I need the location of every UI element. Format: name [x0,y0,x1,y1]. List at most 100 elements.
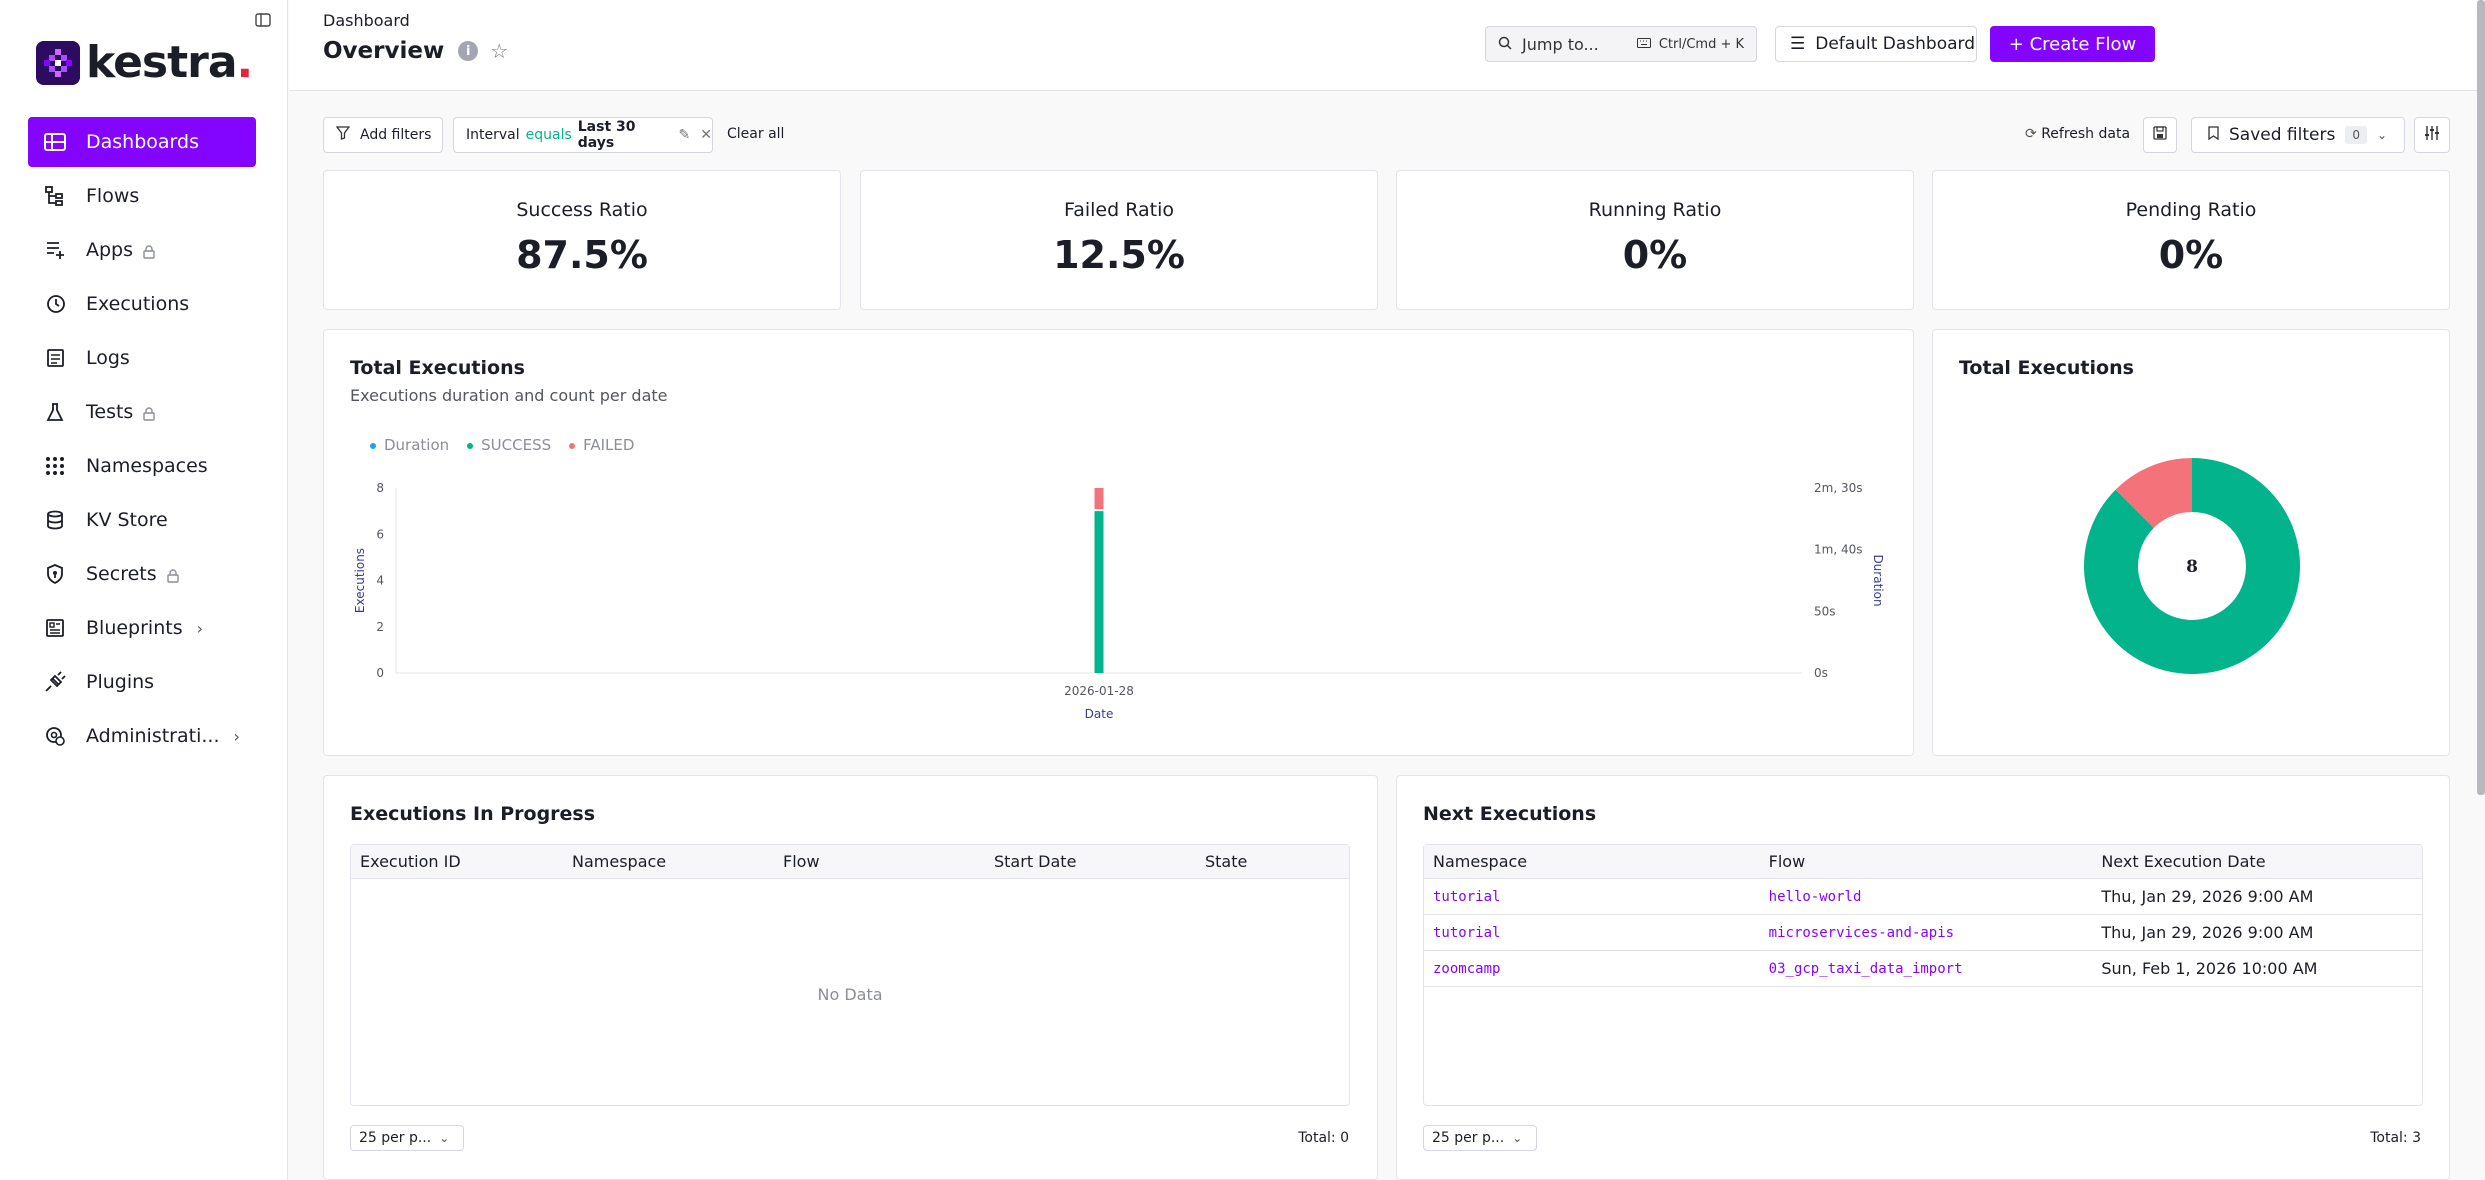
flow-link[interactable]: 03_gcp_taxi_data_import [1768,960,1963,977]
sidebar-collapse-icon[interactable] [255,12,277,32]
column-header[interactable]: Namespace [1433,852,1528,871]
y-tick-label: 0 [376,666,384,680]
sidebar-item-label: Administrati... [86,725,220,747]
logs-icon [42,345,68,371]
sidebar-item-label: Secrets [86,563,157,585]
breadcrumb[interactable]: Dashboard [323,11,410,30]
no-data-message: No Data [817,985,883,1004]
table-row: tutorial hello-world Thu, Jan 29, 2026 9… [1424,879,2422,915]
add-filters-button[interactable]: Add filters [323,117,443,153]
jump-to-search[interactable]: Jump to... Ctrl/Cmd + K [1485,26,1757,62]
namespace-link[interactable]: tutorial [1433,924,1501,941]
kpi-card-failed: Failed Ratio 12.5% [860,170,1378,310]
sidebar-item-label: Flows [86,185,140,207]
jump-to-label: Jump to... [1522,34,1599,54]
legend-success[interactable]: SUCCESS [467,436,551,454]
namespaces-icon [42,453,68,479]
y2-tick-label: 2m, 30s [1814,481,1862,495]
sidebar-item-plugins[interactable]: Plugins [28,657,256,707]
column-header[interactable]: Next Execution Date [2101,852,2266,871]
save-filter-button[interactable] [2143,117,2177,153]
sidebar-item-namespaces[interactable]: Namespaces [28,441,256,491]
page-size-select[interactable]: 25 per p... ⌄ [350,1125,464,1151]
page-scrollbar[interactable] [2477,0,2485,795]
y-tick-label: 4 [376,574,384,588]
kpi-value: 0% [1622,233,1688,277]
brand-dot: . [236,37,254,88]
sidebar-item-label: KV Store [86,509,168,531]
column-header[interactable]: Execution ID [360,852,461,871]
kpi-card-success: Success Ratio 87.5% [323,170,841,310]
lock-icon [166,566,181,583]
kpi-card-running: Running Ratio 0% [1396,170,1914,310]
filter-icon [335,126,351,144]
next-execution-date: Thu, Jan 29, 2026 9:00 AM [2101,887,2314,906]
kpi-card-pending: Pending Ratio 0% [1932,170,2450,310]
y-axis-label: Executions [353,548,367,613]
flow-link[interactable]: hello-world [1768,888,1862,905]
chart-title: Total Executions [350,357,525,379]
sidebar-item-tests[interactable]: Tests [28,387,256,437]
column-header[interactable]: Namespace [572,852,667,871]
donut-title: Total Executions [1959,357,2134,379]
kestra-logo[interactable]: kestra. [36,37,254,88]
keyboard-icon [1636,37,1651,52]
chart-legend: Duration SUCCESS FAILED [370,436,634,454]
column-header[interactable]: Flow [783,852,820,871]
kpi-label: Failed Ratio [1064,199,1174,221]
keyboard-shortcut: Ctrl/Cmd + K [1636,37,1744,52]
sidebar-item-apps[interactable]: Apps [28,225,256,275]
edit-icon[interactable]: ✎ [678,127,691,143]
namespace-link[interactable]: zoomcamp [1433,960,1501,977]
kestra-logo-icon [36,41,80,85]
kpi-label: Running Ratio [1588,199,1722,221]
clear-all-link[interactable]: Clear all [727,126,785,142]
flow-link[interactable]: microservices-and-apis [1768,924,1955,941]
column-settings-button[interactable] [2414,117,2450,153]
secrets-icon [42,561,68,587]
y2-tick-label: 1m, 40s [1814,543,1862,557]
kpi-value: 12.5% [1053,233,1185,277]
dashboard-select[interactable]: ☰ Default Dashboard [1775,26,1977,62]
legend-failed[interactable]: FAILED [569,436,634,454]
column-header[interactable]: Start Date [994,852,1077,871]
sidebar-item-logs[interactable]: Logs [28,333,256,383]
sidebar-item-flows[interactable]: Flows [28,171,256,221]
kpi-value: 87.5% [516,233,648,277]
kpi-label: Pending Ratio [2125,199,2257,221]
total-count: Total: 3 [2370,1130,2421,1146]
sidebar-item-administration[interactable]: Administrati... › [28,711,256,761]
page-size-select[interactable]: 25 per p... ⌄ [1423,1125,1537,1151]
column-header[interactable]: State [1205,852,1248,871]
legend-duration[interactable]: Duration [370,436,449,454]
saved-filters-dropdown[interactable]: Saved filters 0 ⌄ [2191,117,2405,153]
info-icon[interactable]: i [458,41,479,61]
close-icon[interactable]: ✕ [700,127,712,143]
refresh-data-button[interactable]: ⟳ Refresh data [2025,126,2130,142]
sidebar-item-label: Executions [86,293,190,315]
chevron-right-icon: › [233,726,240,746]
donut-slice-failed[interactable] [2115,458,2192,528]
dashboard-select-label: Default Dashboard [1815,34,1975,54]
save-icon [2153,126,2167,144]
interval-value: Last 30 days [577,119,636,151]
table-header: Namespace Flow Next Execution Date [1424,845,2422,879]
chevron-right-icon: › [196,618,203,638]
sidebar-item-blueprints[interactable]: Blueprints › [28,603,256,653]
create-flow-button[interactable]: + Create Flow [1990,26,2155,62]
apps-icon [42,237,68,263]
sidebar-item-dashboards[interactable]: Dashboards [28,117,256,167]
saved-filters-count: 0 [2345,126,2367,144]
lock-icon [143,404,157,421]
column-header[interactable]: Flow [1768,852,1806,871]
sidebar-item-executions[interactable]: Executions [28,279,256,329]
chevron-down-icon: ⌄ [439,1131,450,1145]
refresh-icon: ⟳ [2025,126,2037,142]
interval-filter-chip[interactable]: Interval equals Last 30 days ✎ ✕ [453,117,713,153]
sidebar-item-secrets[interactable]: Secrets [28,549,256,599]
blueprints-icon [42,615,68,641]
sidebar-item-kv-store[interactable]: KV Store [28,495,256,545]
namespace-link[interactable]: tutorial [1433,888,1501,905]
star-icon[interactable]: ☆ [490,39,509,63]
sidebar-item-label: Blueprints [86,617,183,639]
